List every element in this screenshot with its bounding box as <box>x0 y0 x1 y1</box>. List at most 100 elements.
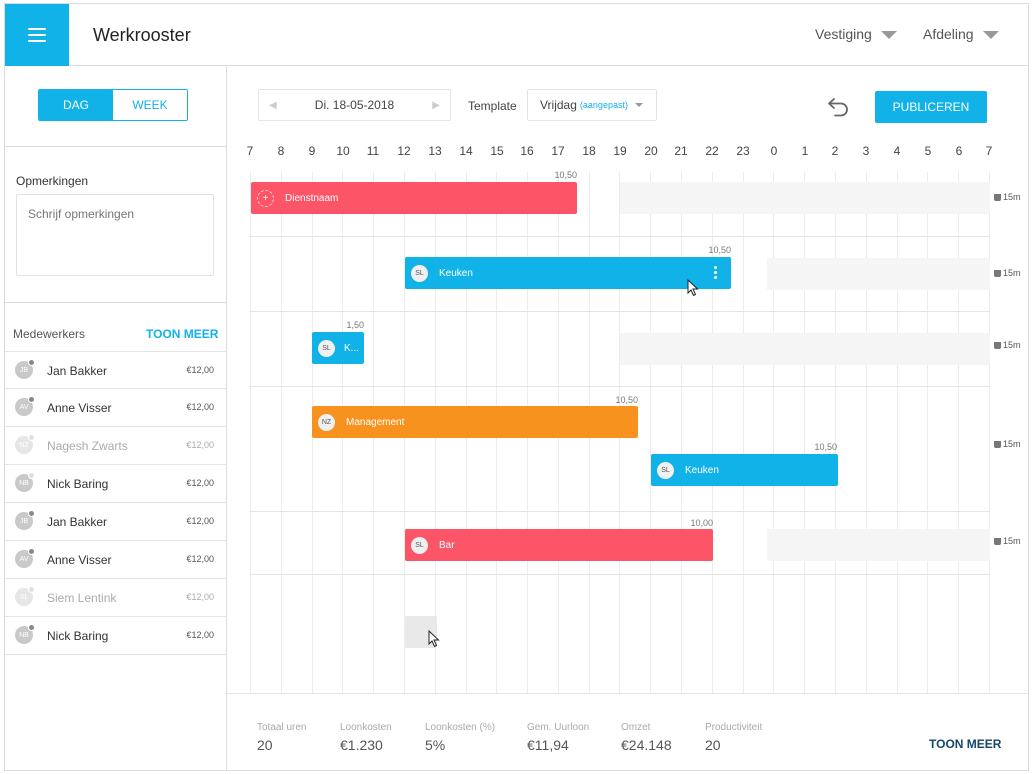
employees-label: Medewerkers <box>13 327 86 341</box>
hour-label: 5 <box>924 144 932 158</box>
employee-name: Nick Baring <box>47 629 109 643</box>
employee-row[interactable]: JB Jan Bakker €12,00 <box>5 351 227 389</box>
row-divider <box>249 511 990 512</box>
publish-button[interactable]: PUBLICEREN <box>875 91 987 123</box>
employee-name: Jan Bakker <box>47 364 108 378</box>
employee-rate: €12,00 <box>186 516 214 526</box>
avatar: SL <box>15 586 35 606</box>
current-date[interactable]: Di. 18-05-2018 <box>314 98 395 112</box>
break-indicator: 15m <box>994 439 1021 449</box>
page-title: Werkrooster <box>93 25 191 45</box>
employee-rate: €12,00 <box>186 478 214 488</box>
break-indicator: 15m <box>994 340 1021 350</box>
stat-revenue: Omzet €24.148 <box>621 722 672 753</box>
menu-button[interactable] <box>5 4 69 66</box>
employee-row[interactable]: SL Siem Lentink €12,00 <box>5 579 227 617</box>
hour-gridline <box>681 172 682 694</box>
stat-wage-costs: Loonkosten €1.230 <box>340 722 392 753</box>
status-dot <box>28 510 35 517</box>
next-day-icon[interactable]: ▶ <box>432 99 440 111</box>
shift-block[interactable]: SL Bar <box>405 529 713 561</box>
stat-total-hours: Totaal uren 20 <box>257 722 307 753</box>
employee-row[interactable]: NB Nick Baring €12,00 <box>5 465 227 503</box>
hour-gridline <box>927 172 928 694</box>
shift-block[interactable]: SL K... <box>312 332 364 364</box>
employee-row[interactable]: NZ Nagesh Zwarts €12,00 <box>5 427 227 465</box>
employee-badge: NZ <box>318 413 335 431</box>
hour-gridline <box>650 172 651 694</box>
coffee-cup-icon <box>994 440 1001 448</box>
hour-label: 23 <box>736 144 750 158</box>
hour-label: 11 <box>366 144 380 158</box>
top-bar: Werkrooster Vestiging Afdeling <box>5 4 1028 66</box>
hour-label: 4 <box>893 144 901 158</box>
hour-label: 9 <box>308 144 316 158</box>
hour-label: 10 <box>336 144 350 158</box>
stat-wage-costs-percent: Loonkosten (%) 5% <box>425 722 496 753</box>
hour-gridline <box>897 172 898 694</box>
shift-block[interactable]: NZ Management <box>312 406 638 438</box>
employee-row[interactable]: AV Anne Visser €12,00 <box>5 541 227 579</box>
employee-name: Anne Visser <box>47 401 112 415</box>
hour-gridline <box>835 172 836 694</box>
view-toggle: DAG WEEK <box>38 89 188 121</box>
coffee-cup-icon <box>994 341 1001 349</box>
status-dot <box>28 396 35 403</box>
employee-badge: SL <box>657 461 674 479</box>
schedule-area: ◀ Di. 18-05-2018 ▶ Template Vrijdag (aan… <box>227 66 1028 770</box>
avatar: NB <box>15 624 35 644</box>
hour-gridline <box>866 172 867 694</box>
hour-label: 7 <box>985 144 993 158</box>
show-more-employees-link[interactable]: TOON MEER <box>146 327 219 341</box>
chevron-down-icon <box>982 31 999 39</box>
employee-name: Anne Visser <box>47 553 112 567</box>
shift-hours: 1,50 <box>346 320 364 330</box>
hour-label: 1 <box>801 144 809 158</box>
employee-row[interactable]: AV Anne Visser €12,00 <box>5 389 227 427</box>
employee-row[interactable]: NB Nick Baring €12,00 <box>5 617 227 655</box>
employee-row[interactable]: JB Jan Bakker €12,00 <box>5 503 227 541</box>
hour-label: 18 <box>582 144 596 158</box>
employee-rate: €12,00 <box>186 592 214 602</box>
template-label: Template <box>468 99 517 113</box>
unavailable-range <box>620 182 990 214</box>
shift-block[interactable]: SL Keuken <box>405 257 731 289</box>
more-options-icon[interactable] <box>714 266 717 279</box>
location-label: Vestiging <box>815 26 872 42</box>
employee-rate: €12,00 <box>186 630 214 640</box>
hour-gridline <box>712 172 713 694</box>
day-view-button[interactable]: DAG <box>39 90 113 120</box>
shift-block[interactable]: + Dienstnaam <box>251 182 577 214</box>
shift-hours: 10,50 <box>554 170 577 180</box>
notes-input[interactable] <box>16 194 214 276</box>
week-view-button[interactable]: WEEK <box>113 90 187 120</box>
shift-label: Keuken <box>685 464 719 476</box>
shift-block[interactable]: SL Keuken <box>651 454 838 486</box>
department-dropdown[interactable]: Afdeling <box>923 26 999 42</box>
hour-label: 13 <box>428 144 442 158</box>
template-value: Vrijdag <box>540 98 577 112</box>
template-select[interactable]: Vrijdag (aangepast) <box>527 89 657 121</box>
hour-gridline <box>743 172 744 694</box>
hour-label: 21 <box>674 144 688 158</box>
location-dropdown[interactable]: Vestiging <box>815 26 897 42</box>
hour-gridline <box>804 172 805 694</box>
hour-label: 7 <box>246 144 254 158</box>
employee-name: Siem Lentink <box>47 591 117 605</box>
coffee-cup-icon <box>994 269 1001 277</box>
show-more-stats-link[interactable]: TOON MEER <box>929 737 1002 751</box>
date-navigator: ◀ Di. 18-05-2018 ▶ <box>258 89 451 121</box>
shift-hours: 10,50 <box>708 245 731 255</box>
hour-label: 16 <box>520 144 534 158</box>
hour-label: 14 <box>459 144 473 158</box>
new-shift-slot[interactable] <box>405 616 437 648</box>
hour-label: 6 <box>955 144 963 158</box>
chevron-down-icon <box>634 103 643 107</box>
shift-label: Dienstnaam <box>285 192 339 204</box>
hour-label: 12 <box>397 144 411 158</box>
undo-icon[interactable] <box>827 95 851 117</box>
status-dot <box>28 548 35 555</box>
avatar: NZ <box>15 434 35 454</box>
employee-badge: SL <box>411 536 428 554</box>
previous-day-icon[interactable]: ◀ <box>269 99 277 111</box>
